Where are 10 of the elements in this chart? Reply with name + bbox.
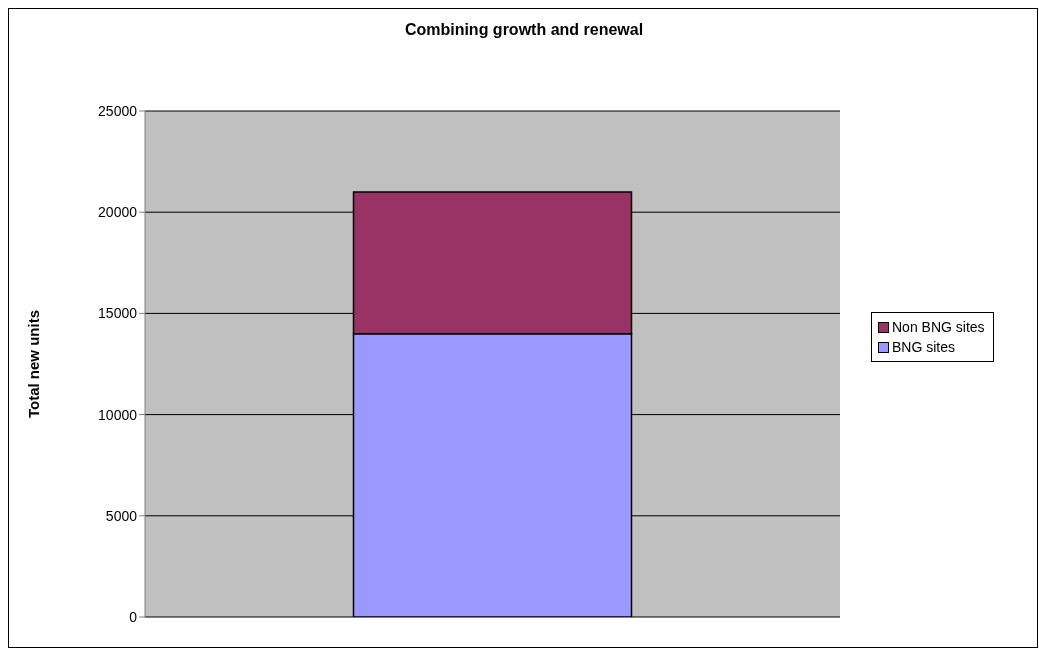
legend-label: BNG sites [892,339,956,355]
y-tick-label: 25000 [98,102,138,119]
y-tick-label: 5000 [105,507,138,524]
y-tick-label: 20000 [98,204,138,221]
y-tick-label: 10000 [98,406,138,423]
chart-title: Combining growth and renewal [403,21,645,39]
legend-label: Non BNG sites [892,319,985,335]
y-axis-title: Total new units [25,309,43,419]
y-tick-label: 15000 [98,305,138,322]
y-tick-label: 0 [129,608,138,625]
